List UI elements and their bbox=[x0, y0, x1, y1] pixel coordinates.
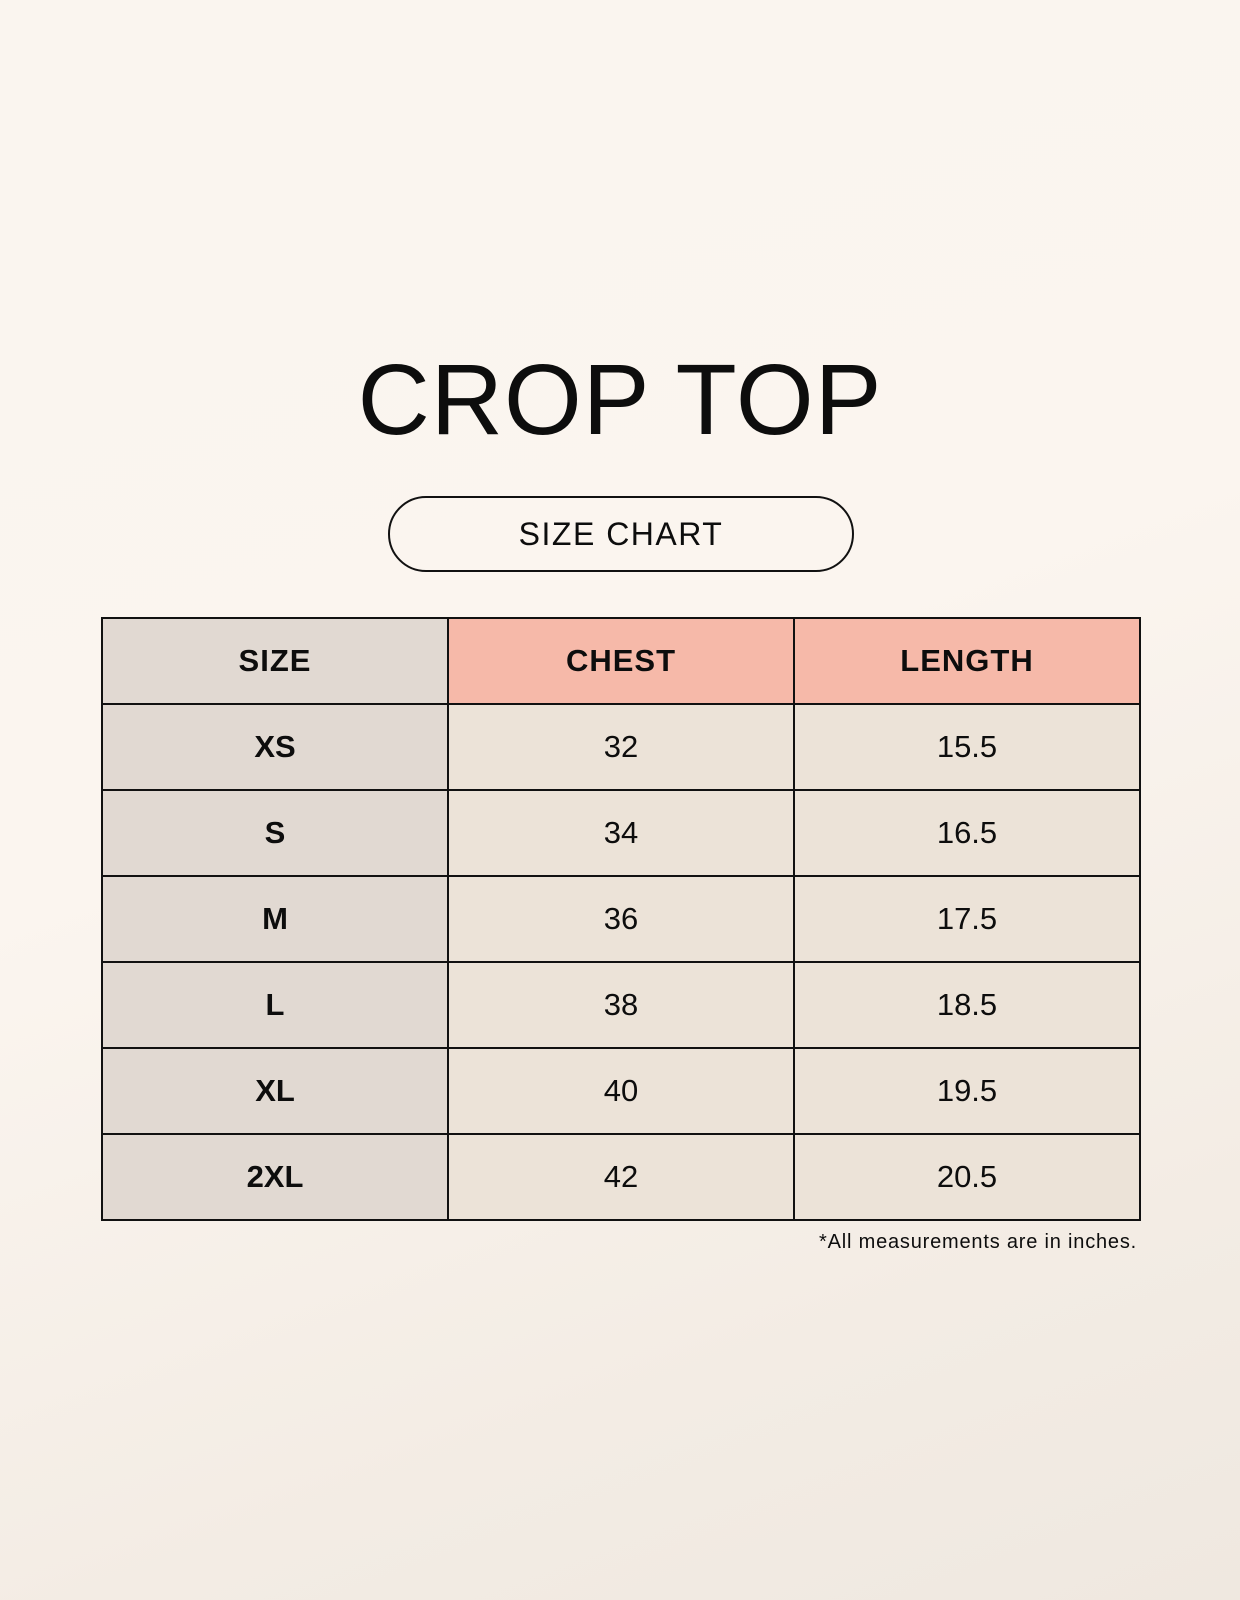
cell-size: S bbox=[101, 789, 449, 877]
cell-size: L bbox=[101, 961, 449, 1049]
header-size: SIZE bbox=[101, 617, 449, 705]
cell-chest: 36 bbox=[447, 875, 795, 963]
cell-chest: 42 bbox=[447, 1133, 795, 1221]
cell-size: M bbox=[101, 875, 449, 963]
header-length: LENGTH bbox=[793, 617, 1141, 705]
table-row: M 36 17.5 bbox=[101, 875, 1141, 963]
table-row: XS 32 15.5 bbox=[101, 703, 1141, 791]
cell-chest: 34 bbox=[447, 789, 795, 877]
cell-chest: 38 bbox=[447, 961, 795, 1049]
table-row: L 38 18.5 bbox=[101, 961, 1141, 1049]
table-row: S 34 16.5 bbox=[101, 789, 1141, 877]
size-chart-label: SIZE CHART bbox=[388, 496, 854, 572]
size-table: SIZE CHEST LENGTH XS 32 15.5 S 34 16.5 M 36 17.5… bbox=[101, 617, 1141, 1221]
cell-size: XL bbox=[101, 1047, 449, 1135]
table-row: XL 40 19.5 bbox=[101, 1047, 1141, 1135]
table-row: 2XL 42 20.5 bbox=[101, 1133, 1141, 1221]
header-chest: CHEST bbox=[447, 617, 795, 705]
cell-length: 19.5 bbox=[793, 1047, 1141, 1135]
cell-length: 16.5 bbox=[793, 789, 1141, 877]
cell-chest: 32 bbox=[447, 703, 795, 791]
footnote: *All measurements are in inches. bbox=[819, 1231, 1137, 1253]
cell-length: 17.5 bbox=[793, 875, 1141, 963]
cell-chest: 40 bbox=[447, 1047, 795, 1135]
page-title: CROP TOP bbox=[357, 344, 883, 456]
cell-size: XS bbox=[101, 703, 449, 791]
cell-length: 15.5 bbox=[793, 703, 1141, 791]
cell-length: 20.5 bbox=[793, 1133, 1141, 1221]
header-row: SIZE CHEST LENGTH bbox=[101, 617, 1141, 705]
cell-size: 2XL bbox=[101, 1133, 449, 1221]
cell-length: 18.5 bbox=[793, 961, 1141, 1049]
